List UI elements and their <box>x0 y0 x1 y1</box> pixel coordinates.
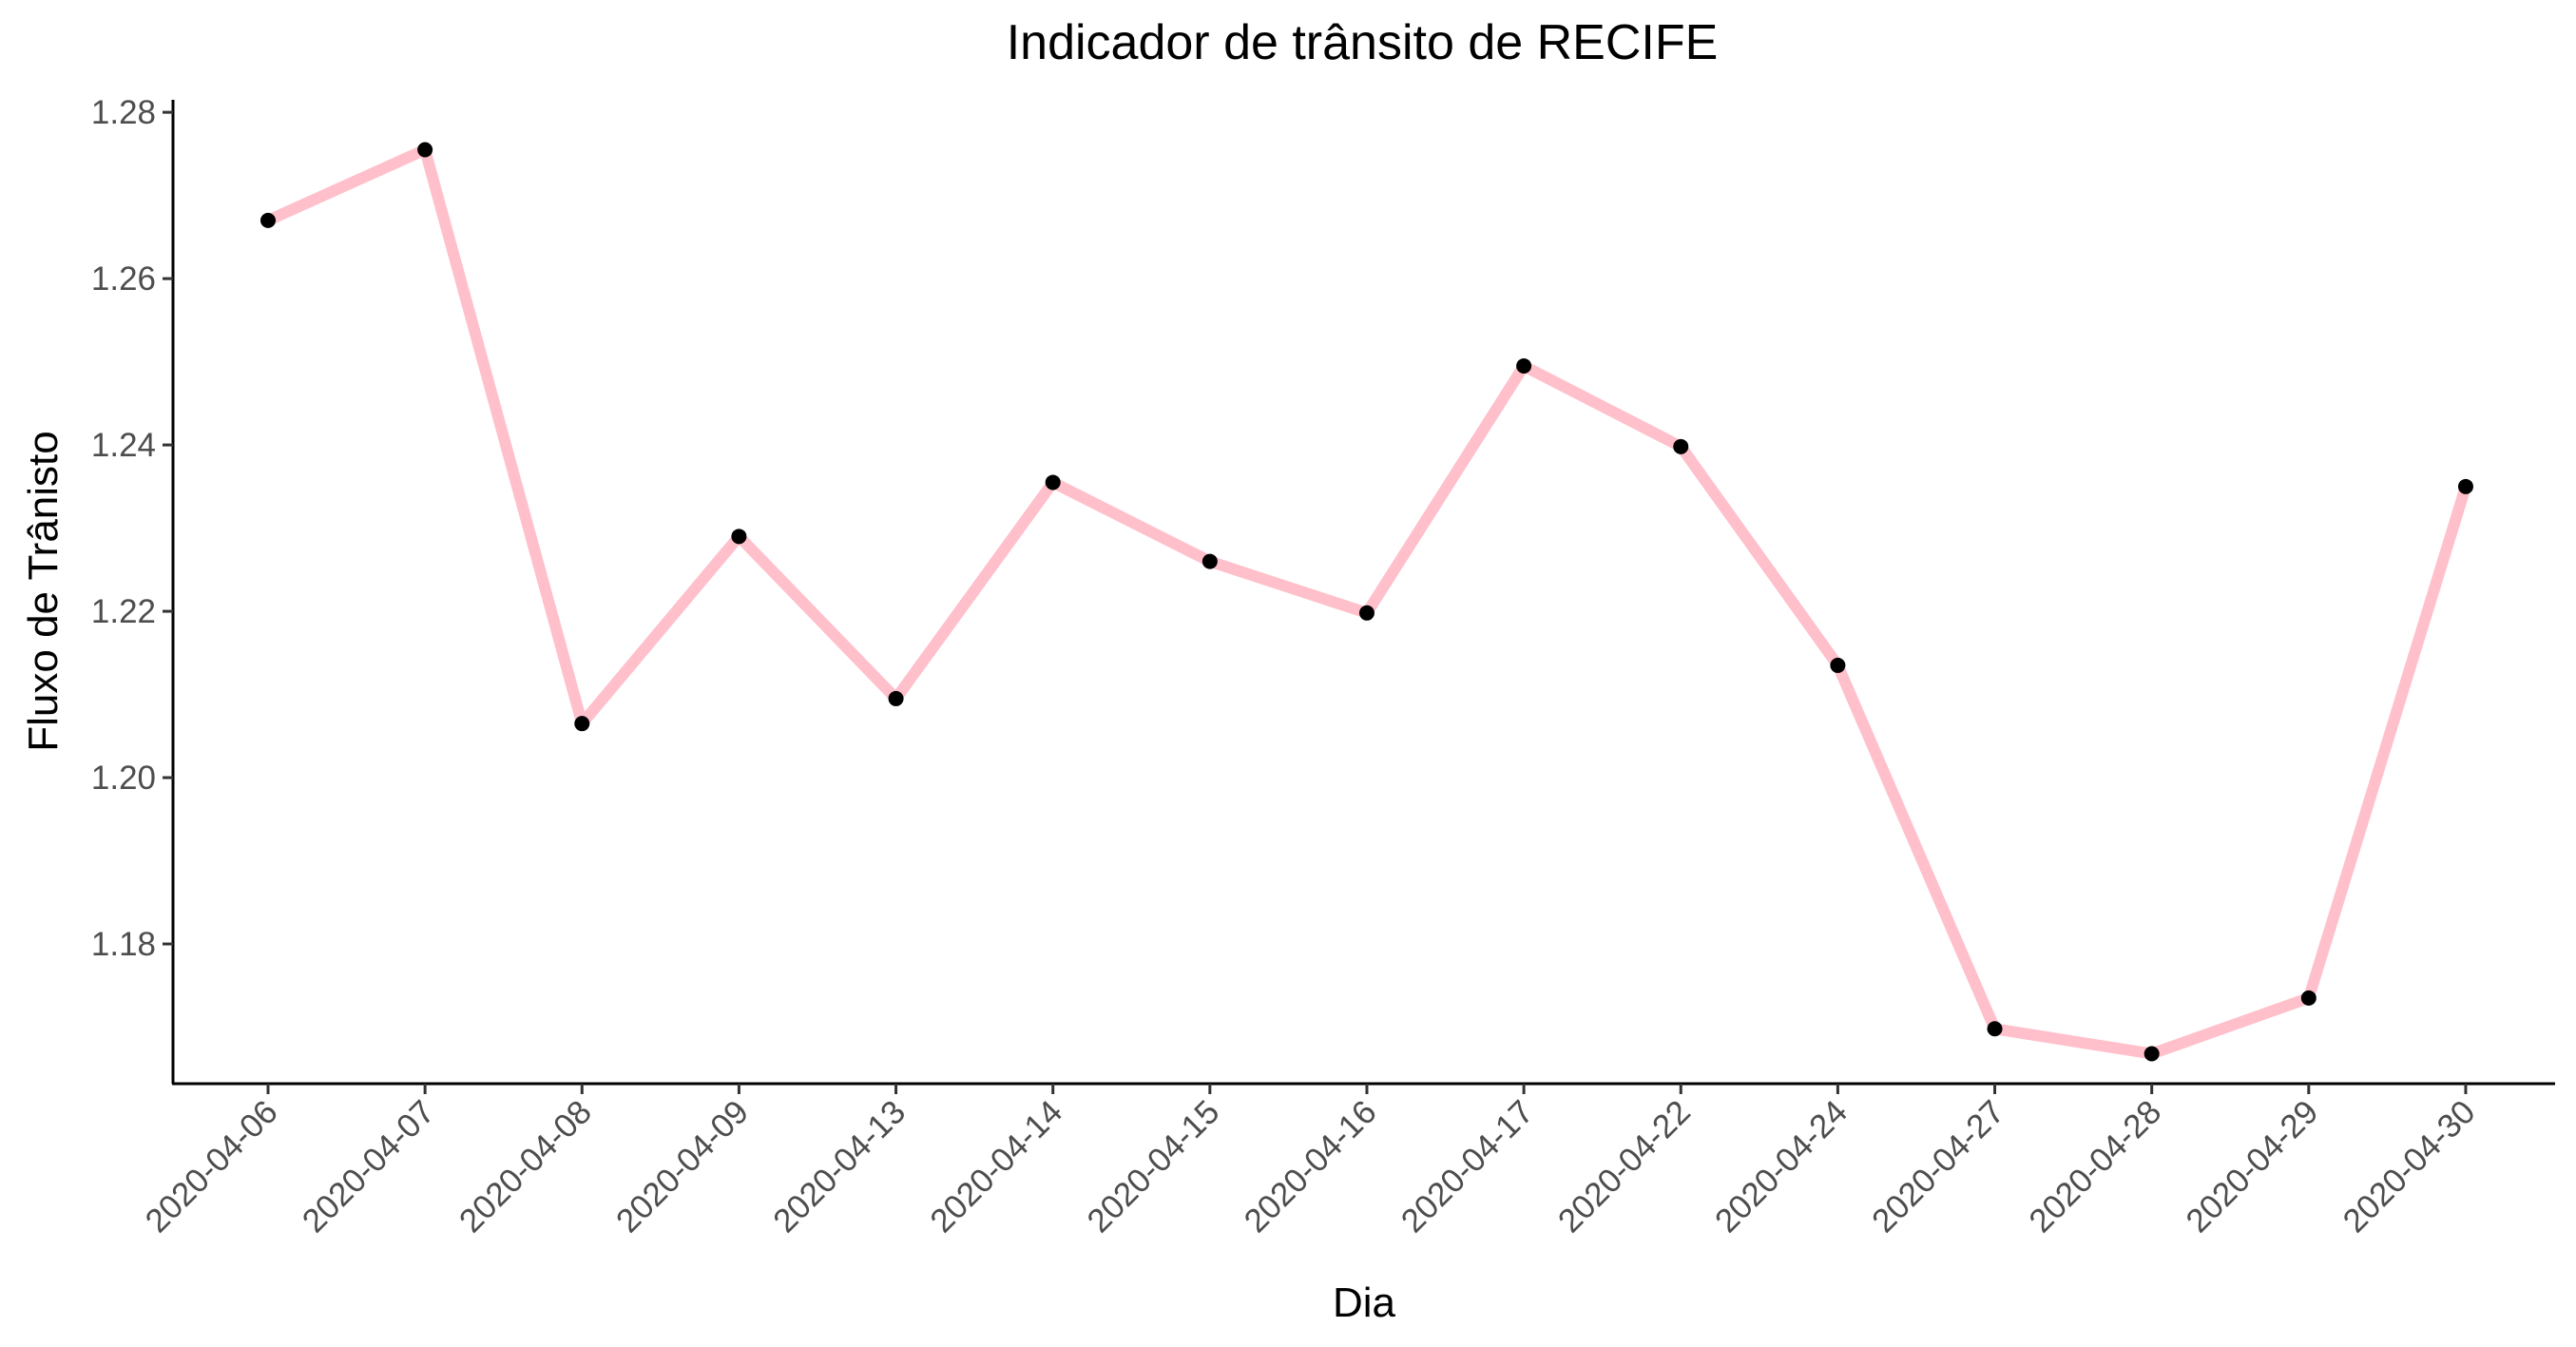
data-point <box>1830 657 1846 673</box>
data-point <box>2143 1046 2160 1062</box>
data-point <box>731 529 747 545</box>
x-tick-label: 2020-04-09 <box>609 1093 756 1240</box>
x-tick-label: 2020-04-22 <box>1551 1093 1698 1240</box>
x-tick-label: 2020-04-27 <box>1865 1093 2011 1240</box>
x-axis: 2020-04-06 2020-04-07 2020-04-08 2020-04-09… <box>138 1084 2483 1240</box>
y-axis: 1.18 1.20 1.22 1.24 1.26 1.28 <box>91 94 173 963</box>
data-point <box>1516 357 1532 374</box>
data-point <box>1201 553 1218 569</box>
x-axis-title: Dia <box>1333 1280 1396 1326</box>
x-tick-label: 2020-04-13 <box>766 1093 913 1240</box>
series-line <box>262 144 2471 1060</box>
data-point <box>888 690 904 706</box>
x-tick-label: 2020-04-08 <box>452 1093 599 1240</box>
y-tick-label: 1.22 <box>91 593 156 630</box>
x-tick-label: 2020-04-15 <box>1080 1093 1226 1240</box>
x-tick-label: 2020-04-17 <box>1394 1093 1541 1240</box>
x-tick-label: 2020-04-30 <box>2336 1093 2482 1240</box>
data-point <box>1358 605 1375 621</box>
y-tick-label: 1.28 <box>91 94 156 131</box>
data-point <box>1987 1021 2003 1037</box>
data-point <box>2457 478 2473 494</box>
y-tick-label: 1.26 <box>91 260 156 298</box>
data-point <box>417 142 433 158</box>
data-point <box>1673 438 1689 454</box>
y-tick-label: 1.24 <box>91 427 156 464</box>
x-tick-label: 2020-04-14 <box>923 1093 1069 1240</box>
x-tick-label: 2020-04-24 <box>1708 1093 1855 1240</box>
x-tick-label: 2020-04-29 <box>2179 1093 2325 1240</box>
chart-title: Indicador de trânsito de RECIFE <box>1007 15 1719 70</box>
y-tick-label: 1.20 <box>91 760 156 797</box>
x-tick-label: 2020-04-16 <box>1237 1093 1383 1240</box>
data-point <box>260 212 276 228</box>
data-point <box>1045 474 1061 491</box>
x-tick-label: 2020-04-07 <box>296 1093 442 1240</box>
y-tick-label: 1.18 <box>91 926 156 963</box>
x-tick-label: 2020-04-06 <box>138 1093 284 1240</box>
plot-area <box>260 142 2473 1062</box>
y-axis-title: Fluxo de Trânisto <box>20 431 67 752</box>
data-point <box>574 716 590 732</box>
data-point <box>2300 990 2316 1006</box>
x-tick-label: 2020-04-28 <box>2022 1093 2168 1240</box>
